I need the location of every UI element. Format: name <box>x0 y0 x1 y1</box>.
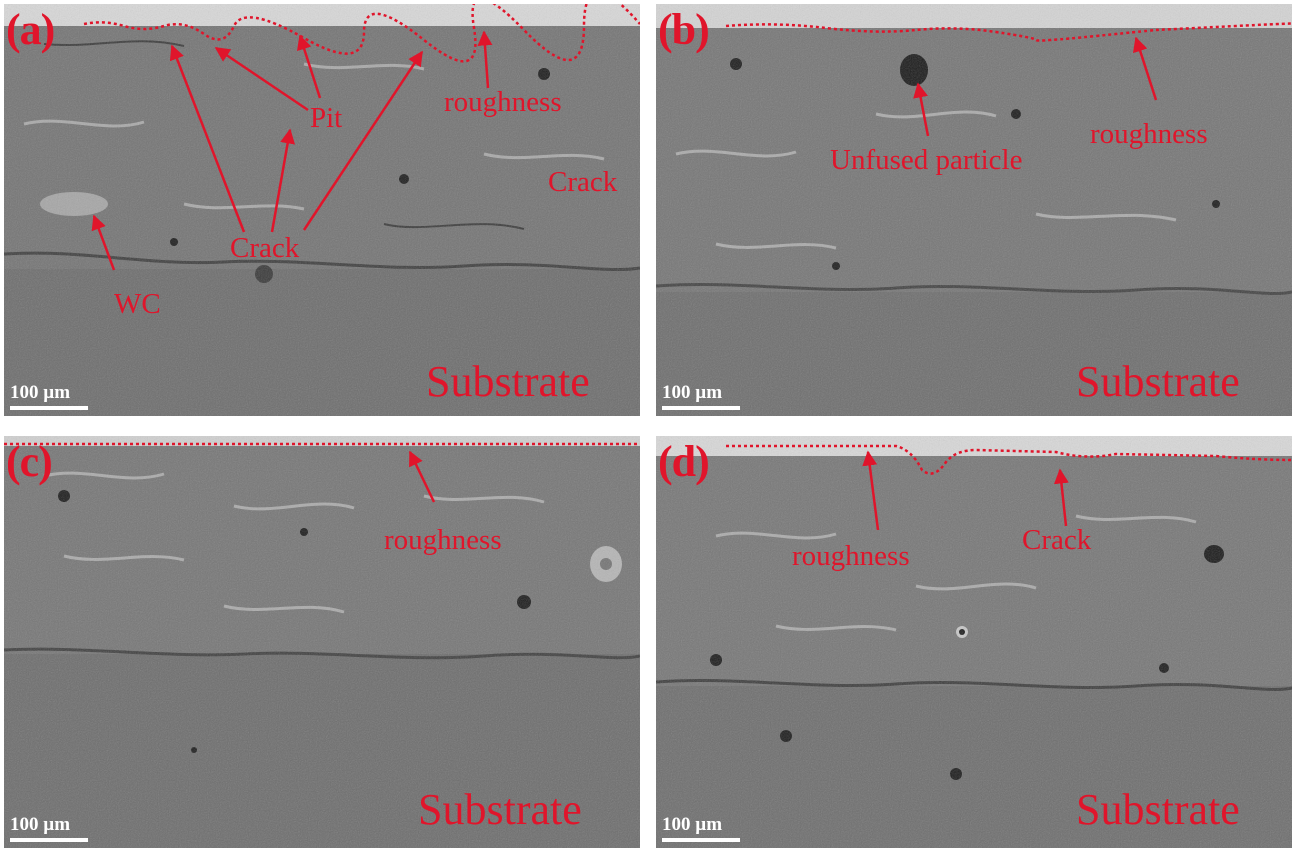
micrograph-panel-c: (c) roughness Substrate 100 µm <box>4 436 640 848</box>
panel-label-a: (a) <box>6 5 55 54</box>
annotation-roughness-b: roughness <box>1090 118 1208 150</box>
scale-bar-line-d <box>662 838 740 842</box>
scale-bar-a: 100 µm <box>10 383 88 410</box>
micrograph-panel-b: (b) Unfused particle roughness Substrate… <box>656 4 1292 416</box>
annotation-crack-right-a: Crack <box>548 166 618 198</box>
annotation-crack-d: Crack <box>1022 524 1092 556</box>
annotation-crack-center-a: Crack <box>230 232 300 264</box>
scale-bar-label-a: 100 µm <box>10 382 71 403</box>
annotation-roughness-d: roughness <box>792 540 910 572</box>
micrograph-panel-d: (d) roughness Crack Substrate 100 µm <box>656 436 1292 848</box>
scale-bar-label-d: 100 µm <box>662 814 723 835</box>
substrate-label-b: Substrate <box>1076 357 1240 406</box>
substrate-label-d: Substrate <box>1076 785 1240 834</box>
micrograph-panel-a: (a) Pit roughness Crack Crack WC Substra… <box>4 4 640 416</box>
substrate-label-a: Substrate <box>426 357 590 406</box>
scale-bar-b: 100 µm <box>662 383 740 410</box>
annotation-roughness-c: roughness <box>384 524 502 556</box>
micrograph-image-a <box>4 4 640 416</box>
scale-bar-line-c <box>10 838 88 842</box>
panel-label-b: (b) <box>658 5 710 54</box>
micrograph-image-c <box>4 436 640 848</box>
annotation-wc-a: WC <box>114 288 161 320</box>
micrograph-image-d <box>656 436 1292 848</box>
substrate-label-c: Substrate <box>418 785 582 834</box>
scale-bar-label-c: 100 µm <box>10 814 71 835</box>
annotation-pit-a: Pit <box>310 102 343 134</box>
scale-bar-line-a <box>10 406 88 410</box>
panel-label-c: (c) <box>6 437 53 486</box>
annotation-roughness-a: roughness <box>444 86 562 118</box>
scale-bar-d: 100 µm <box>662 815 740 842</box>
micrograph-image-b <box>656 4 1292 416</box>
scale-bar-line-b <box>662 406 740 410</box>
panel-label-d: (d) <box>658 437 710 486</box>
scale-bar-c: 100 µm <box>10 815 88 842</box>
scale-bar-label-b: 100 µm <box>662 382 723 403</box>
annotation-unfused-particle-b: Unfused particle <box>830 144 1023 176</box>
